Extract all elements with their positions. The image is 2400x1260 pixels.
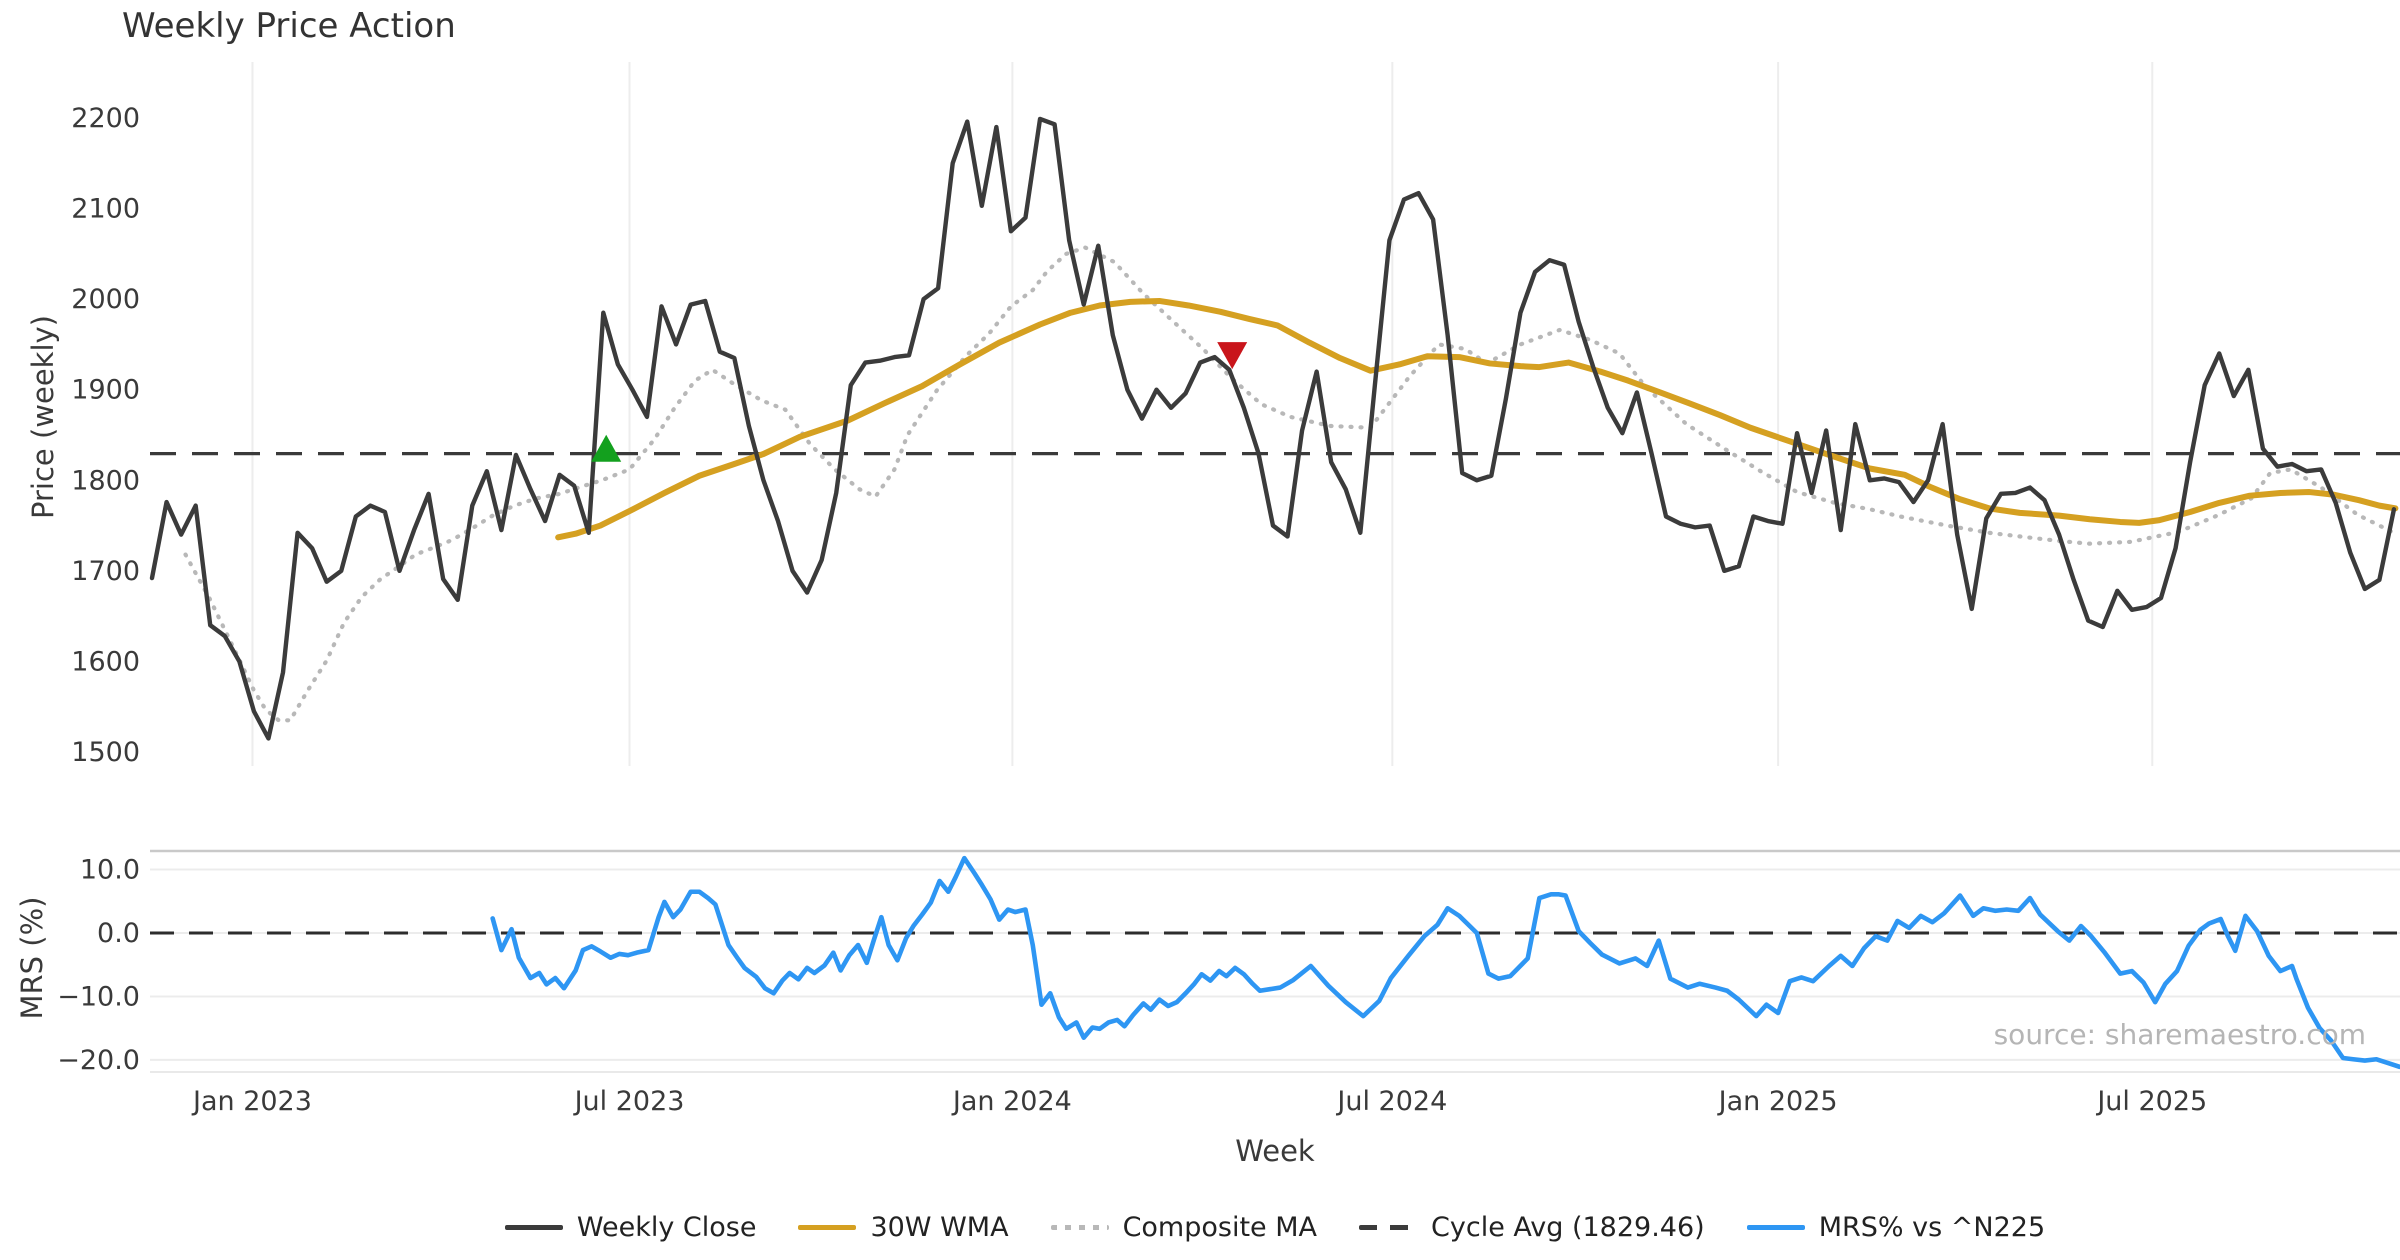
price-tick-label: 2200	[71, 103, 140, 134]
legend-swatch	[1746, 1224, 1805, 1230]
legend-label: Weekly Close	[576, 1211, 757, 1243]
legend-label: Cycle Avg (1829.46)	[1431, 1211, 1705, 1243]
sell-signal-marker	[1217, 342, 1248, 370]
mrs-tick-label: −10.0	[57, 981, 140, 1012]
legend-item-cycle-avg-1829-46-: Cycle Avg (1829.46)	[1359, 1212, 1705, 1243]
legend-label: 30W WMA	[870, 1211, 1009, 1243]
buy-signal-marker	[591, 434, 622, 462]
x-tick-label: Jul 2023	[573, 1086, 685, 1117]
chart-legend: Weekly Close 30W WMA Composite MA Cycle Avg…	[150, 1204, 2400, 1250]
wma-30w-line	[555, 297, 2399, 541]
weekly-close-line	[149, 116, 2397, 741]
source-note: source: sharemaestro.com	[1993, 1018, 2366, 1051]
legend-swatch	[504, 1224, 563, 1230]
x-tick-label: Jan 2024	[951, 1086, 1072, 1117]
x-axis-label: Week	[1235, 1134, 1315, 1168]
legend-item-mrs-vs-n225: MRS% vs ^N225	[1746, 1211, 2046, 1243]
legend-swatch	[1359, 1224, 1418, 1230]
mrs-tick-label: −20.0	[57, 1045, 140, 1076]
x-tick-label: Jul 2025	[2095, 1086, 2207, 1117]
legend-item-weekly-close: Weekly Close	[504, 1211, 757, 1243]
legend-item-composite-ma: Composite MA	[1050, 1211, 1318, 1243]
price-tick-label: 1500	[71, 737, 140, 768]
price-tick-label: 1800	[71, 465, 140, 496]
legend-swatch	[798, 1224, 857, 1230]
mrs-tick-label: 0.0	[97, 918, 140, 949]
price-tick-label: 1900	[71, 375, 140, 406]
x-tick-label: Jul 2024	[1335, 1086, 1447, 1117]
x-tick-label: Jan 2025	[1717, 1086, 1838, 1117]
legend-label: MRS% vs ^N225	[1818, 1211, 2046, 1243]
price-tick-label: 1600	[71, 646, 140, 677]
composite-ma-line	[183, 245, 2397, 723]
x-tick-label: Jan 2023	[191, 1086, 312, 1117]
mrs-tick-label: 10.0	[80, 855, 140, 886]
price-tick-label: 2000	[71, 284, 140, 315]
legend-label: Composite MA	[1122, 1211, 1318, 1243]
legend-swatch	[1050, 1224, 1109, 1230]
mrs-line	[490, 855, 2400, 1070]
legend-item-30w-wma: 30W WMA	[798, 1211, 1009, 1243]
chart-title: Weekly Price Action	[122, 6, 456, 46]
price-tick-label: 2100	[71, 194, 140, 225]
price-tick-label: 1700	[71, 556, 140, 587]
